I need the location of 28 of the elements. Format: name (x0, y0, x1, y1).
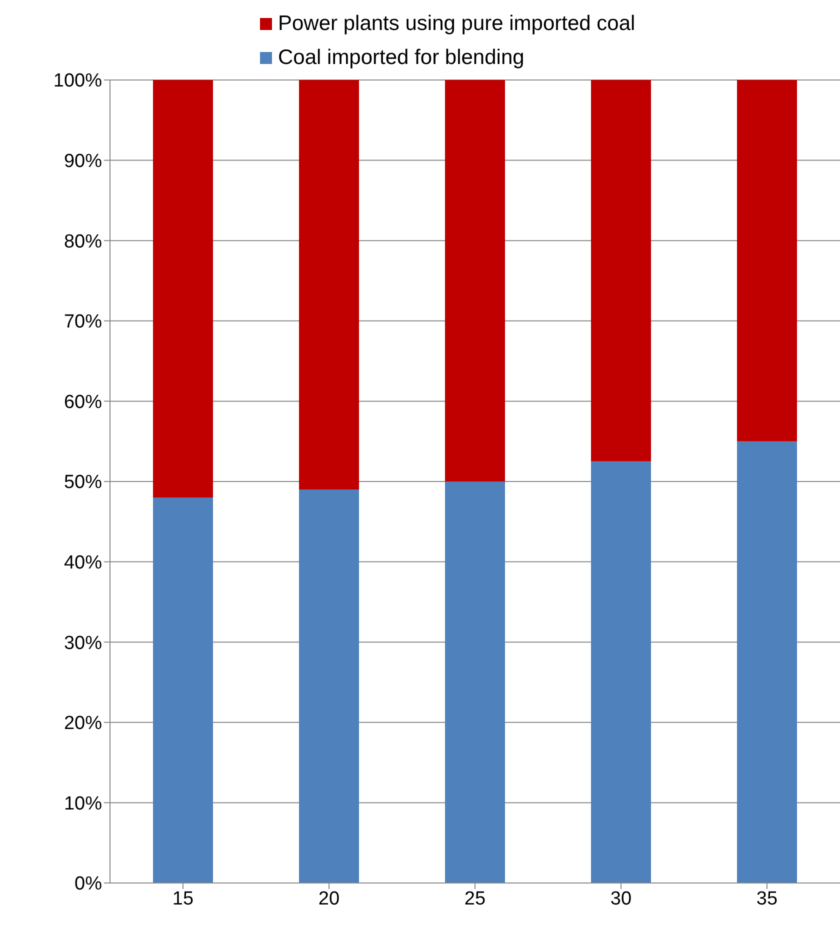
bar (737, 80, 797, 442)
bar (445, 482, 505, 883)
x-tick-label: 15 (172, 888, 194, 910)
y-tick-label: 70% (64, 312, 102, 333)
x-tick-label: 20 (318, 888, 340, 910)
y-tick-label: 40% (64, 552, 102, 574)
bar (153, 498, 213, 883)
x-tick-label: 35 (756, 888, 778, 910)
y-tick-label: 80% (64, 231, 102, 252)
y-tick-label: 30% (64, 632, 102, 654)
x-tick-label: 30 (610, 888, 632, 910)
y-tick-label: 0% (74, 874, 102, 895)
x-tick-label: 25 (464, 888, 486, 910)
y-tick-label: 50% (64, 472, 102, 494)
bar (299, 490, 359, 883)
y-tick-label: 10% (64, 793, 102, 814)
y-tick-label: 60% (64, 392, 102, 413)
y-tick-label: 90% (64, 151, 102, 172)
bar (153, 80, 213, 498)
legend-label: Coal imported for blending (278, 46, 524, 70)
bar (299, 80, 359, 490)
y-tick-label: 100% (53, 70, 102, 92)
y-tick-label: 20% (64, 713, 102, 734)
bar (591, 80, 651, 462)
bar (591, 461, 651, 883)
legend-label: Power plants using pure imported coal (278, 12, 636, 36)
bar (445, 80, 505, 482)
bar (737, 441, 797, 883)
